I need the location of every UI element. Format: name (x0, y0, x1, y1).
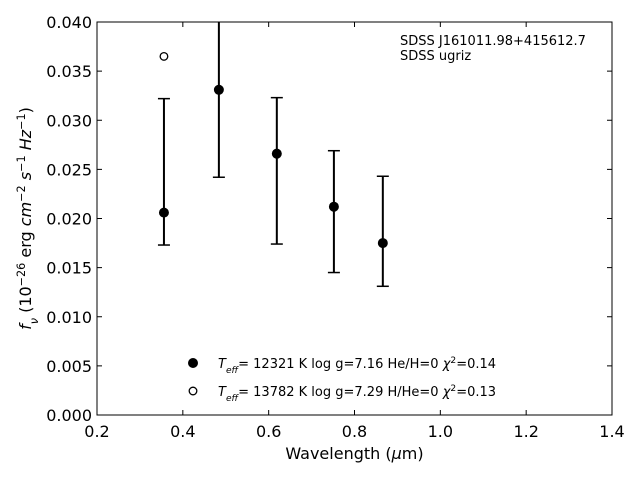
data-point (271, 148, 282, 159)
x-tick-label: 0.6 (256, 422, 281, 441)
legend-label: Teff= 13782 K log g=7.29 H/He=0 χ2=0.13 (218, 384, 496, 404)
y-tick-label: 0.025 (46, 160, 92, 179)
x-tick-label: 0.4 (170, 422, 195, 441)
legend: Teff= 12321 K log g=7.16 He/H=0 χ2=0.14 T… (188, 356, 496, 404)
y-tick-label: 0.010 (46, 308, 92, 327)
x-tick-label: 1.4 (599, 422, 624, 441)
legend-marker (188, 358, 198, 368)
y-tick-label: 0.015 (46, 259, 92, 278)
x-axis-label: Wavelength (μm) (285, 444, 423, 463)
data-point (377, 238, 388, 249)
x-tick-label: 1.0 (428, 422, 453, 441)
annotation-survey: SDSS ugriz (400, 49, 471, 64)
y-tick-label: 0.030 (46, 111, 92, 130)
y-tick-label: 0.000 (46, 406, 92, 425)
x-tick-label: 0.2 (84, 422, 109, 441)
data-point (328, 201, 339, 212)
y-tick-label: 0.035 (46, 62, 92, 81)
y-tick-label: 0.005 (46, 357, 92, 376)
x-tick-label: 1.2 (513, 422, 538, 441)
model-point (159, 51, 169, 61)
data-point (158, 207, 169, 218)
y-axis-label: fν (10−26 erg cm−2 s−1 Hz−1) (15, 107, 41, 330)
y-tick-label: 0.040 (46, 13, 92, 32)
y-tick-label: 0.020 (46, 210, 92, 229)
legend-marker (188, 386, 198, 396)
x-tick-label: 0.8 (342, 422, 367, 441)
legend-label: Teff= 12321 K log g=7.16 He/H=0 χ2=0.14 (218, 356, 496, 376)
data-point (213, 84, 224, 95)
annotation-object: SDSS J161011.98+415612.7 (400, 34, 586, 49)
